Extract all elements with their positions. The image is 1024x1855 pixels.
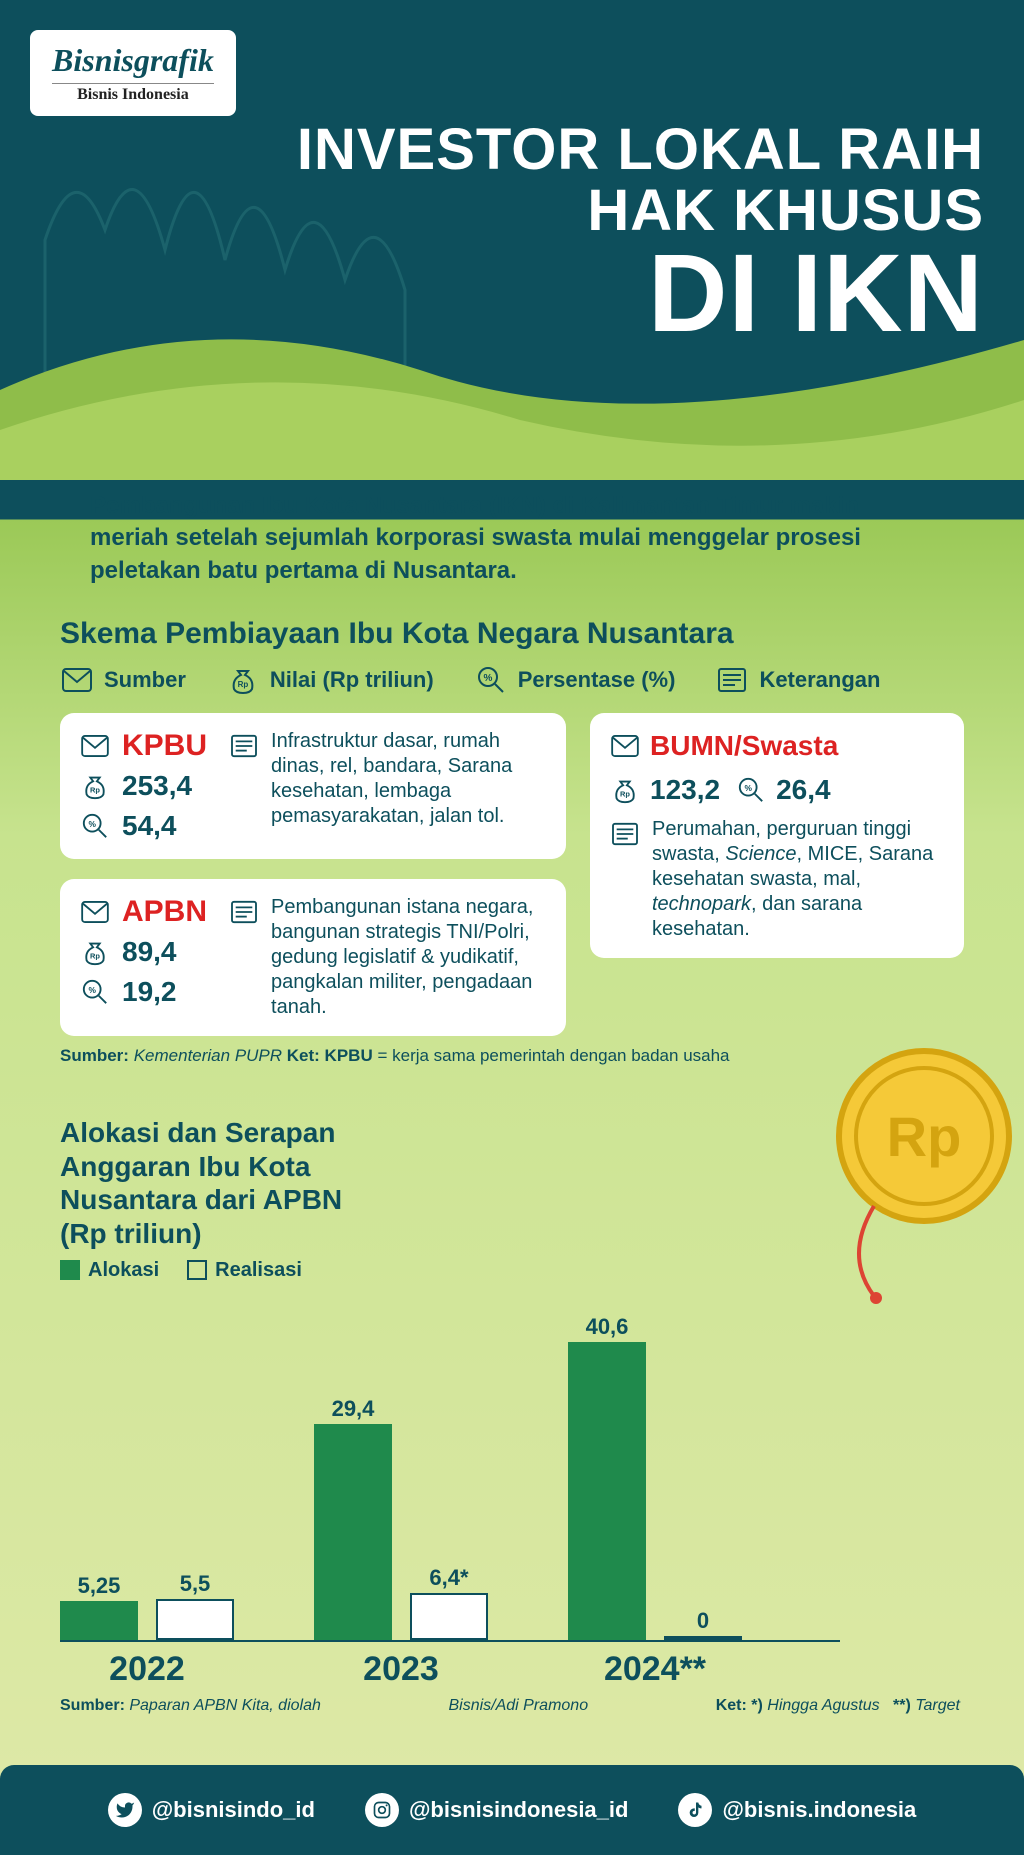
year-group: 5,25 5,5	[60, 1599, 234, 1639]
social-tiktok[interactable]: @bisnis.indonesia	[678, 1793, 916, 1827]
footer: @bisnisindo_id @bisnisindonesia_id @bisn…	[0, 1765, 1024, 1855]
bar-realisasi: 0	[664, 1636, 742, 1640]
note-icon	[608, 817, 642, 851]
envelope-icon	[78, 895, 112, 929]
kpbu-persen: 54,4	[122, 810, 177, 842]
bar-chart: 5,255,529,46,4*40,60	[60, 1300, 840, 1640]
money-bag-icon: Rp	[78, 935, 112, 969]
note-icon	[715, 663, 749, 697]
year-group: 40,60	[568, 1342, 742, 1639]
legend-keterangan: Keterangan	[715, 663, 880, 697]
skema-title: Skema Pembiayaan Ibu Kota Negara Nusanta…	[60, 617, 964, 651]
twitter-icon	[108, 1793, 142, 1827]
kpbu-nilai: 253,4	[122, 770, 192, 802]
bumn-desc: Perumahan, perguruan tinggi swasta, Scie…	[652, 817, 946, 942]
svg-text:Rp: Rp	[887, 1105, 962, 1168]
percent-magnifier-icon: %	[474, 663, 508, 697]
title-line1: INVESTOR LOKAL RAIH	[297, 120, 984, 181]
bar-alokasi: 5,25	[60, 1601, 138, 1639]
chart-source: Sumber: Paparan APBN Kita, diolah	[60, 1697, 321, 1715]
chart-credit: Bisnis/Adi Pramono	[448, 1697, 588, 1715]
chart-ket: Ket: *) Hingga Agustus **) Target	[716, 1697, 960, 1715]
card-bumn: BUMN/Swasta Rp 123,2 % 26,4 Perumahan, per…	[590, 713, 964, 958]
money-bag-icon: Rp	[226, 663, 260, 697]
social-instagram[interactable]: @bisnisindonesia_id	[365, 1793, 629, 1827]
apbn-persen: 19,2	[122, 976, 177, 1008]
apbn-nilai: 89,4	[122, 936, 177, 968]
swatch-alokasi	[60, 1260, 80, 1280]
envelope-icon	[608, 729, 642, 763]
legend-alokasi: Alokasi	[60, 1259, 159, 1282]
cards-row: KPBU Rp 253,4 % 54,4 Infrastruktur dasar, …	[60, 713, 964, 1036]
envelope-icon	[60, 663, 94, 697]
card-apbn: APBN Rp 89,4 % 19,2 Pembangunan istana neg…	[60, 879, 566, 1036]
card-kpbu: KPBU Rp 253,4 % 54,4 Infrastruktur dasar, …	[60, 713, 566, 859]
envelope-icon	[78, 729, 112, 763]
coin-icon: Rp	[814, 1046, 1014, 1306]
instagram-icon	[365, 1793, 399, 1827]
svg-text:%: %	[745, 783, 753, 793]
legend-sumber: Sumber	[60, 663, 186, 697]
bumn-name: BUMN/Swasta	[650, 730, 838, 762]
chart-title: Alokasi dan Serapan Anggaran Ibu Kota Nu…	[60, 1116, 390, 1250]
legend-realisasi: Realisasi	[187, 1259, 302, 1282]
kpbu-desc: Infrastruktur dasar, rumah dinas, rel, b…	[271, 729, 548, 843]
bumn-persen: 26,4	[776, 774, 831, 806]
kpbu-name: KPBU	[122, 729, 207, 763]
bar-realisasi: 5,5	[156, 1599, 234, 1639]
title-line3: DI IKN	[297, 242, 984, 347]
tiktok-icon	[678, 1793, 712, 1827]
svg-text:Rp: Rp	[90, 786, 100, 795]
note-icon	[227, 729, 261, 763]
note-icon	[227, 895, 261, 929]
year-group: 29,4 6,4*	[314, 1424, 488, 1639]
svg-text:Rp: Rp	[620, 790, 630, 799]
hero-title: INVESTOR LOKAL RAIH HAK KHUSUS DI IKN	[297, 120, 984, 346]
percent-magnifier-icon: %	[78, 809, 112, 843]
money-bag-icon: Rp	[78, 769, 112, 803]
svg-text:Rp: Rp	[238, 680, 249, 689]
bar-alokasi: 40,6	[568, 1342, 646, 1639]
year-label: 2023	[314, 1650, 488, 1689]
skema-section: Skema Pembiayaan Ibu Kota Negara Nusanta…	[0, 617, 1024, 1086]
bar-chart-section: Rp Alokasi dan Serapan Anggaran Ibu Kota…	[0, 1086, 1024, 1744]
hero: INVESTOR LOKAL RAIH HAK KHUSUS DI IKN	[0, 0, 1024, 480]
percent-magnifier-icon: %	[78, 975, 112, 1009]
svg-text:%: %	[88, 985, 96, 995]
svg-text:%: %	[483, 673, 492, 684]
svg-text:%: %	[88, 819, 96, 829]
chart-notes: Sumber: Paparan APBN Kita, diolah Bisnis…	[60, 1697, 960, 1715]
apbn-name: APBN	[122, 895, 207, 929]
bar-alokasi: 29,4	[314, 1424, 392, 1639]
infographic-root: Bisnisgrafik Bisnis Indonesia INVESTOR L…	[0, 0, 1024, 1855]
swatch-realisasi	[187, 1260, 207, 1280]
bar-realisasi: 6,4*	[410, 1593, 488, 1640]
year-label: 2022	[60, 1650, 234, 1689]
apbn-desc: Pembangunan istana negara, bangunan stra…	[271, 895, 548, 1020]
legend-persentase: % Persentase (%)	[474, 663, 676, 697]
skema-legend: Sumber Rp Nilai (Rp triliun) % Persentas…	[60, 663, 964, 697]
social-twitter[interactable]: @bisnisindo_id	[108, 1793, 315, 1827]
intro-paragraph: Pembangunan Ibu Kota Nusantara (IKN) di …	[0, 480, 1024, 617]
bumn-nilai: 123,2	[650, 774, 720, 806]
chart-years: 2022 2023 2024**	[60, 1642, 840, 1689]
year-label: 2024**	[568, 1650, 742, 1689]
percent-magnifier-icon: %	[734, 773, 768, 807]
money-bag-icon: Rp	[608, 773, 642, 807]
legend-nilai: Rp Nilai (Rp triliun)	[226, 663, 434, 697]
svg-text:Rp: Rp	[90, 952, 100, 961]
